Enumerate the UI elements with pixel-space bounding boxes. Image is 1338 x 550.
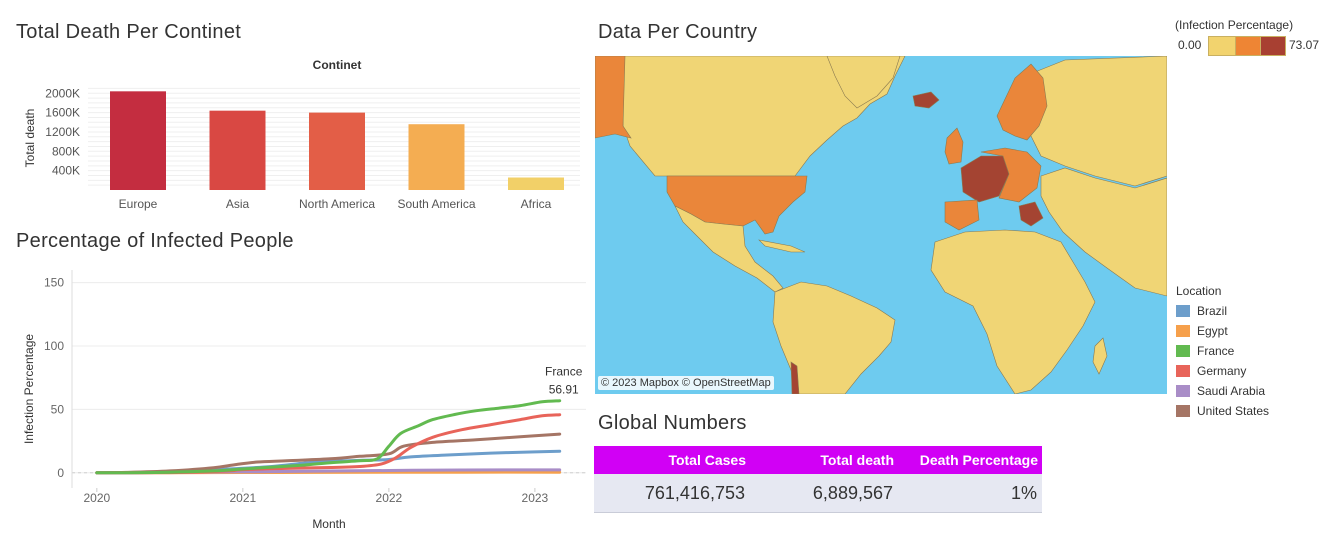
central-europe-region	[980, 147, 1042, 203]
greenland-region	[826, 56, 901, 109]
legend-label: Germany	[1197, 364, 1247, 378]
legend-max: 73.07	[1289, 38, 1320, 52]
legend-swatch	[1176, 405, 1190, 417]
line-chart-title: Percentage of Infected People	[16, 230, 294, 252]
iceland-region	[912, 91, 940, 109]
legend-swatch	[1176, 305, 1190, 317]
line-chart: 0 50 100 150 2020 2021 2022 2023 Month Infection …	[22, 270, 586, 531]
legend-label: Saudi Arabia	[1197, 384, 1266, 398]
legend-swatch-high	[1260, 36, 1286, 56]
legend-item-brazil[interactable]: Brazil	[1176, 301, 1269, 321]
location-legend: Location Brazil Egypt France Germany Sau…	[1176, 284, 1269, 421]
legend-label: United States	[1197, 404, 1270, 418]
y-tick-label: 800K	[52, 144, 80, 158]
caribbean-region	[758, 239, 806, 253]
y-tick-label: 1600K	[45, 106, 80, 120]
y-tick-label: 1200K	[45, 125, 80, 139]
legend-title: (Infection Percentage)	[1175, 18, 1294, 32]
annotation-label: France	[545, 365, 583, 379]
legend-swatch-low	[1208, 36, 1236, 56]
value-death-percentage: 1%	[898, 474, 1042, 513]
y-tick-label: 100	[44, 339, 64, 353]
y-axis-label: Total death	[23, 109, 37, 168]
y-tick-label: 2000K	[45, 86, 80, 100]
western-europe-region	[960, 155, 1010, 203]
bar-north-america	[309, 112, 365, 190]
legend-min: 0.00	[1178, 38, 1202, 52]
canada-region	[622, 56, 906, 177]
annotation-value: 56.91	[549, 383, 579, 397]
legend-swatch	[1176, 365, 1190, 377]
legend-item-saudi-arabia[interactable]: Saudi Arabia	[1176, 381, 1269, 401]
asia-region	[1040, 167, 1167, 297]
world-map[interactable]	[595, 56, 1167, 394]
value-total-cases: 761,416,753	[594, 474, 750, 513]
y-tick-label: 400K	[52, 164, 80, 178]
scandinavia-region	[996, 63, 1048, 141]
series-line-france	[95, 399, 562, 475]
bar-chart: Continet 400K 800K 1200K 1600K 2000K Total dea…	[23, 58, 580, 211]
bar-south-america	[408, 124, 465, 190]
map-credit: © 2023 Mapbox © OpenStreetMap	[598, 376, 774, 390]
south-america-region	[772, 281, 896, 394]
alaska-region	[595, 56, 632, 139]
global-numbers-table: Total Cases Total death Death Percentage…	[594, 446, 1042, 513]
chile-region	[790, 361, 800, 394]
header-death-percentage: Death Percentage	[898, 446, 1042, 474]
value-total-death: 6,889,567	[750, 474, 898, 513]
infection-legend: (Infection Percentage) 0.00 73.07	[1174, 16, 1334, 60]
header-total-cases: Total Cases	[594, 446, 750, 474]
x-axis-label: Month	[312, 517, 345, 531]
global-numbers-title: Global Numbers	[598, 412, 747, 434]
iberia-region	[944, 199, 980, 231]
x-tick-label: Africa	[521, 197, 552, 211]
x-tick-label: South America	[397, 197, 475, 211]
africa-region	[930, 229, 1096, 394]
bar-africa	[508, 177, 564, 190]
legend-item-united-states[interactable]: United States	[1176, 401, 1269, 421]
uk-region	[944, 127, 964, 165]
x-tick-label: 2021	[229, 491, 256, 505]
bar-europe	[110, 91, 166, 190]
location-legend-title: Location	[1176, 284, 1222, 298]
legend-label: France	[1197, 344, 1235, 358]
bar-chart-header: Continet	[313, 58, 362, 72]
legend-swatch	[1176, 345, 1190, 357]
y-tick-label: 0	[57, 466, 64, 480]
legend-swatch-mid	[1235, 36, 1261, 56]
legend-item-france[interactable]: France	[1176, 341, 1269, 361]
series-line-united-states	[95, 432, 562, 475]
legend-swatch	[1176, 385, 1190, 397]
header-total-death: Total death	[750, 446, 898, 474]
x-tick-label: 2020	[83, 491, 110, 505]
x-tick-label: North America	[299, 197, 375, 211]
y-axis-label: Infection Percentage	[22, 334, 36, 444]
madagascar-region	[1092, 337, 1108, 375]
legend-item-germany[interactable]: Germany	[1176, 361, 1269, 381]
y-tick-label: 50	[51, 402, 65, 416]
bar-chart-title: Total Death Per Continet	[16, 21, 242, 43]
mexico-region	[674, 205, 784, 293]
x-tick-label: Asia	[226, 197, 250, 211]
bar-asia	[209, 110, 266, 190]
y-tick-label: 150	[44, 276, 64, 290]
legend-label: Brazil	[1197, 304, 1228, 318]
legend-swatch	[1176, 325, 1190, 337]
legend-label: Egypt	[1197, 324, 1228, 338]
greece-region	[1018, 201, 1044, 227]
x-tick-label: Europe	[119, 197, 158, 211]
table-row: 761,416,753 6,889,567 1%	[594, 474, 1042, 513]
x-tick-label: 2023	[522, 491, 549, 505]
map-title: Data Per Country	[598, 21, 758, 43]
x-tick-label: 2022	[376, 491, 403, 505]
legend-item-egypt[interactable]: Egypt	[1176, 321, 1269, 341]
